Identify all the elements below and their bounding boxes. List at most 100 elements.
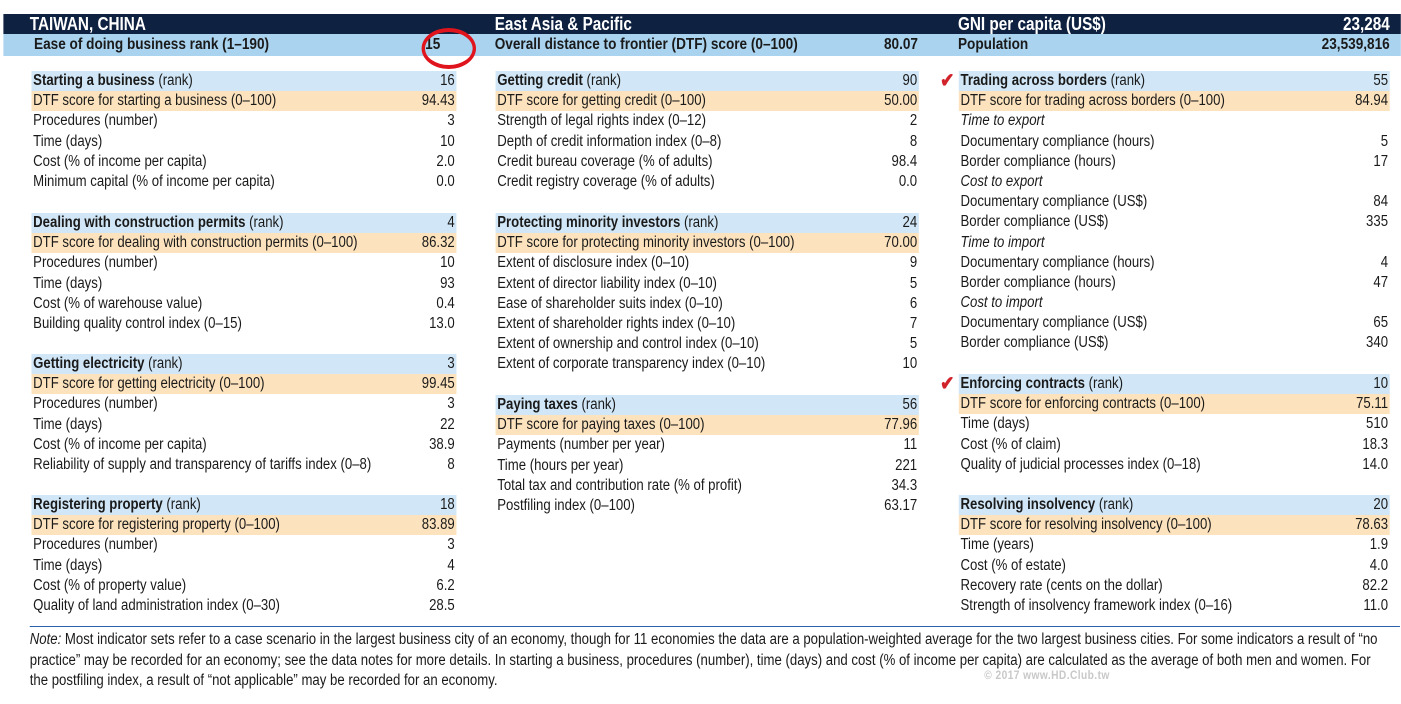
dtf-score-row: DTF score for getting electricity (0–100… <box>31 374 457 395</box>
indicator-value: 93 <box>440 274 455 292</box>
indicator-value: 11 <box>903 436 918 454</box>
section-property: Registering property (rank) 18 DTF score f… <box>31 495 457 616</box>
section-title-text: Protecting minority investors <box>497 214 681 231</box>
indicator-row: Time to import <box>959 233 1390 253</box>
indicator-label: Extent of shareholder rights index (0–10… <box>497 314 736 332</box>
indicator-row: Reliability of supply and transparency o… <box>31 455 456 475</box>
dtf-score-row: DTF score for protecting minority invest… <box>495 233 919 254</box>
indicator-value: 70.00 <box>884 234 918 252</box>
indicator-label: Cost (% of income per capita) <box>33 435 207 453</box>
section-credit: Getting credit (rank) 90 DTF score for get… <box>495 71 919 192</box>
indicator-label: Extent of disclosure index (0–10) <box>497 254 690 272</box>
indicator-label: DTF score for registering property (0–10… <box>33 516 280 534</box>
indicator-value: 335 <box>1366 213 1389 231</box>
indicator-row: Documentary compliance (US$) 65 <box>959 313 1390 333</box>
indicator-row: Extent of shareholder rights index (0–10… <box>496 314 919 334</box>
indicator-value: 221 <box>895 456 918 474</box>
indicator-label: Recovery rate (cents on the dollar) <box>960 576 1163 594</box>
indicator-label: Depth of credit information index (0–8) <box>497 132 722 150</box>
indicator-row: Depth of credit information index (0–8) 8 <box>496 132 919 152</box>
indicator-row: Strength of insolvency framework index (… <box>959 596 1390 616</box>
dtf-score-row: DTF score for enforcing contracts (0–100… <box>958 394 1390 415</box>
indicator-label: Procedures (number) <box>33 536 158 554</box>
indicator-row: Quality of land administration index (0–… <box>31 596 456 616</box>
indicator-label: Cost to import <box>960 294 1043 312</box>
indicator-label: Ease of shareholder suits index (0–10) <box>497 294 723 312</box>
indicator-label: Strength of legal rights index (0–12) <box>497 112 706 130</box>
indicator-row: Quality of judicial processes index (0–1… <box>959 455 1390 475</box>
indicator-row: Cost (% of income per capita) 2.0 <box>31 152 456 172</box>
section-title-row: Starting a business (rank) 16 <box>31 71 457 92</box>
indicator-value: 0.0 <box>436 172 455 190</box>
indicator-label: Procedures (number) <box>33 395 158 413</box>
indicator-row: Strength of legal rights index (0–12) 2 <box>496 111 919 131</box>
indicator-label: Time (days) <box>33 556 103 574</box>
indicator-label: Documentary compliance (US$) <box>960 314 1148 332</box>
gni-value: 23,284 <box>1342 14 1390 34</box>
note-label: Note: <box>29 631 62 648</box>
indicator-label: DTF score for getting electricity (0–100… <box>33 375 265 393</box>
indicator-row: Time (days) 10 <box>31 132 456 152</box>
footnote: Note: Most indicator sets refer to a cas… <box>30 630 1390 692</box>
indicator-row: Total tax and contribution rate (% of pr… <box>496 476 919 496</box>
indicator-label: Time (days) <box>960 415 1030 433</box>
section-rank: 55 <box>1373 72 1389 89</box>
section-title-suffix: (rank) <box>1106 72 1146 89</box>
section-title-row: Resolving insolvency (rank) 20 <box>958 495 1390 516</box>
section-title-suffix: (rank) <box>1095 496 1134 513</box>
indicator-value: 84 <box>1373 193 1389 211</box>
section-rank: 56 <box>902 396 918 413</box>
indicator-label: DTF score for paying taxes (0–100) <box>497 416 705 434</box>
indicator-row: Building quality control index (0–15) 13.… <box>31 314 456 334</box>
highlight-circle-annotation <box>421 28 476 69</box>
indicator-label: Credit registry coverage (% of adults) <box>497 172 715 190</box>
rank-row: Ease of doing business rank (1–190) 15 <box>34 35 456 55</box>
indicator-row: Time (days) 22 <box>31 415 456 435</box>
indicator-row: Extent of ownership and control index (0… <box>496 334 919 354</box>
indicator-row: Time to export <box>959 111 1390 131</box>
dtf-score-row: DTF score for dealing with construction … <box>31 233 457 254</box>
header-bar: TAIWAN, CHINA East Asia & Pacific GNI pe… <box>3 14 1401 34</box>
section-title: Protecting minority investors (rank) <box>497 213 718 233</box>
section-title: Enforcing contracts (rank) <box>961 374 1124 394</box>
indicator-value: 4 <box>1380 253 1389 271</box>
section-title: Dealing with construction permits (rank) <box>33 213 283 233</box>
indicator-value: 99.45 <box>421 375 455 393</box>
section-construction: Dealing with construction permits (rank)… <box>31 213 457 334</box>
indicator-label: Minimum capital (% of income per capita) <box>33 172 275 190</box>
section-title: Getting credit (rank) <box>497 71 621 91</box>
region: East Asia & Pacific <box>494 14 632 34</box>
section-title: Trading across borders (rank) <box>961 71 1146 91</box>
indicator-row: Procedures (number) 3 <box>31 535 456 555</box>
indicator-value: 10 <box>440 132 455 150</box>
section-rank: 16 <box>440 72 455 89</box>
indicator-row: Time (years) 1.9 <box>959 535 1390 555</box>
indicator-label: DTF score for getting credit (0–100) <box>497 92 706 110</box>
section-title-suffix: (rank) <box>245 214 284 231</box>
indicator-label: Reliability of supply and transparency o… <box>33 455 372 473</box>
dtf-score-row: DTF score for registering property (0–10… <box>31 515 457 536</box>
section-title-text: Getting credit <box>497 72 583 89</box>
section-insolvency: Resolving insolvency (rank) 20 DTF score f… <box>958 495 1390 616</box>
section-title: Resolving insolvency (rank) <box>961 495 1134 515</box>
indicator-label: Documentary compliance (hours) <box>960 253 1155 271</box>
indicator-row: Cost (% of property value) 6.2 <box>31 576 456 596</box>
indicator-label: Border compliance (US$) <box>960 334 1109 352</box>
indicator-value: 34.3 <box>891 476 918 494</box>
indicator-value: 10 <box>902 355 918 373</box>
section-rank: 24 <box>902 214 918 231</box>
section-title: Registering property (rank) <box>33 495 201 515</box>
economy-name: TAIWAN, CHINA <box>29 14 146 34</box>
indicator-value: 13.0 <box>429 314 455 332</box>
section-investors: Protecting minority investors (rank) 24 DT… <box>495 213 919 375</box>
indicator-row: Credit bureau coverage (% of adults) 98.4 <box>496 152 919 172</box>
indicator-row: Documentary compliance (hours) 4 <box>959 253 1390 273</box>
indicator-row: Cost to import <box>959 293 1390 313</box>
section-title-row: Registering property (rank) 18 <box>31 495 457 516</box>
indicator-row: Time (days) 510 <box>959 414 1390 434</box>
gni-label: GNI per capita (US$) <box>957 14 1106 34</box>
indicator-row: Extent of disclosure index (0–10) 9 <box>496 253 919 273</box>
dtf-score-row: DTF score for paying taxes (0–100) 77.96 <box>495 415 919 436</box>
section-title-text: Trading across borders <box>960 72 1107 89</box>
indicator-value: 17 <box>1373 152 1389 170</box>
